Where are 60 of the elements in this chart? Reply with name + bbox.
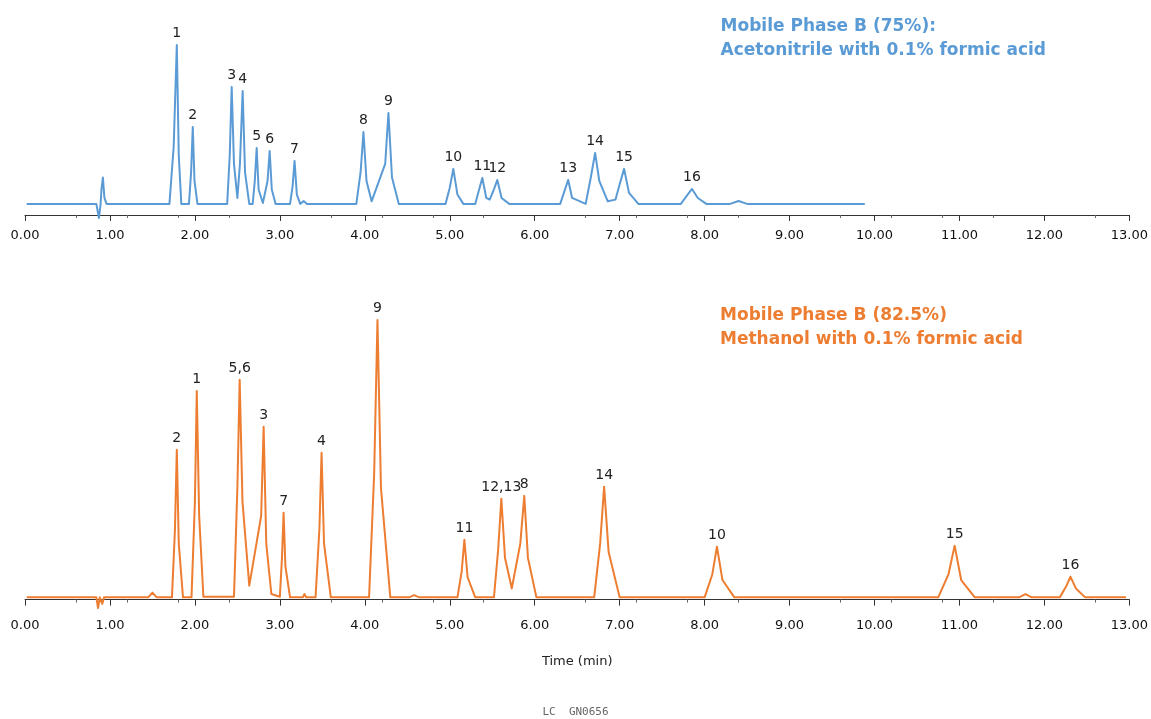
annotation: 16 [683,167,701,184]
annotation: 10 [708,525,726,542]
x-tick-label: 9.00 [775,617,805,632]
x-tick-label: 8.00 [690,617,720,632]
x-tick-label: 4.00 [350,227,380,242]
annotation: 14 [595,465,614,482]
x-tick-label: 0.00 [10,617,40,632]
x-tick-label: 3.00 [265,617,295,632]
x-tick-label: 5.00 [435,617,465,632]
x-tick-label: 10.00 [855,227,894,242]
annotation: 13 [559,158,578,175]
x-tick-label: 7.00 [605,617,635,632]
x-tick-label: 12.00 [1025,617,1064,632]
x-tick-label: 10.00 [855,617,894,632]
annotation: 15 [945,524,964,541]
x-tick-label: 11.00 [940,617,979,632]
annotation: 8 [519,474,529,491]
x-tick-label: 6.00 [520,617,550,632]
annotation: 1 [192,370,202,387]
text: Mobile Phase B (82.5%) Methanol with 0.1% formic acid [720,304,1024,348]
annotation: 14 [586,131,605,148]
annotation: 4 [238,70,248,87]
x-tick-label: 8.00 [690,227,720,242]
x-axis-title: Time (min) [540,653,613,668]
annotation: 3 [227,65,237,82]
annotation: 7 [290,139,300,156]
text: Mobile Phase B (75%): Acetonitrile with 0.1% formic acid [720,15,1047,59]
x-tick-label: 6.00 [520,227,550,242]
annotation: 3 [259,405,269,422]
annotation: 2 [172,428,182,445]
annotation: 9 [383,91,393,108]
x-tick-label: 2.00 [180,227,210,242]
annotation: 15 [615,147,633,164]
annotation: 5,6 [228,358,251,375]
x-tick-label: 7.00 [605,227,635,242]
x-tick-label: 12.00 [1025,227,1064,242]
x-tick-label: 4.00 [350,617,380,632]
x-tick-label: 13.00 [1110,227,1148,242]
x-tick-label: 5.00 [435,227,465,242]
annotation: 6 [265,130,275,147]
x-tick-label: 1.00 [95,227,125,242]
x-tick-label: 1.00 [95,617,125,632]
annotation: 12,13 [481,477,522,494]
annotation: 11 [455,518,474,535]
x-tick-label: 11.00 [940,227,979,242]
x-tick-label: 3.00 [265,227,295,242]
annotation: 7 [279,491,289,508]
annotation: 16 [1061,555,1080,572]
annotation: 1 [172,24,182,40]
x-tick-label: 9.00 [775,227,805,242]
annotation: 2 [188,105,198,122]
annotation: 5 [252,126,262,143]
annotation: 4 [317,431,327,448]
x-tick-label: 13.00 [1110,617,1148,632]
annotation: 9 [373,299,382,315]
text: LC GN0656 [542,705,609,718]
annotation: 10 [444,147,463,164]
x-tick-label: 2.00 [180,617,210,632]
annotation: 8 [358,111,368,128]
x-tick-label: 0.00 [10,227,40,242]
